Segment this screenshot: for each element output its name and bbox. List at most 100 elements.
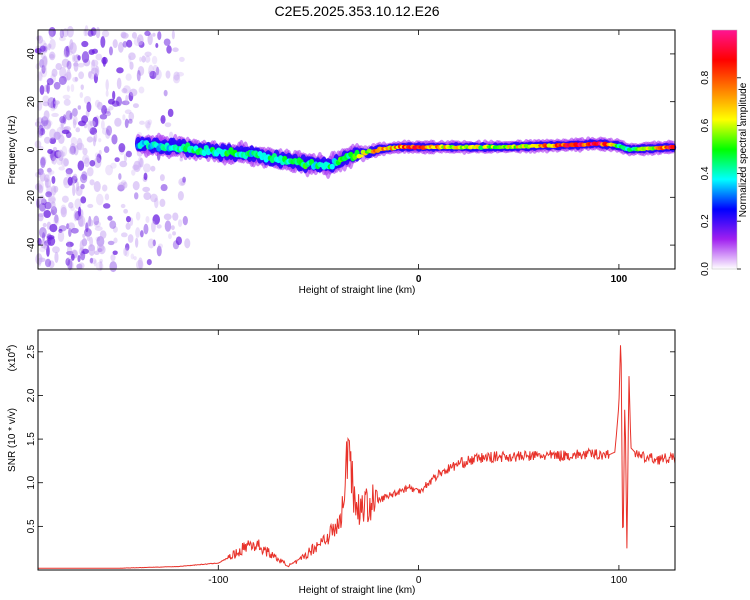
noise-speck: [146, 121, 151, 131]
noise-speck: [182, 215, 188, 226]
noise-speck: [37, 195, 46, 204]
noise-speck: [42, 232, 46, 241]
colorbar-tick-label: 0.0: [700, 262, 711, 276]
noise-speck: [67, 176, 73, 186]
noise-speck: [50, 209, 55, 216]
noise-speck: [80, 173, 88, 184]
noise-speck: [98, 245, 106, 255]
noise-speck: [66, 60, 72, 70]
noise-speck: [36, 35, 42, 41]
noise-speck: [58, 228, 63, 233]
noise-speck: [101, 127, 109, 135]
noise-speck: [63, 158, 70, 167]
noise-speck: [52, 246, 60, 254]
noise-speck: [65, 257, 71, 266]
noise-speck: [171, 30, 175, 40]
noise-speck: [82, 154, 90, 164]
noise-speck: [84, 25, 89, 37]
noise-speck: [114, 157, 120, 163]
noise-speck: [101, 105, 107, 115]
noise-speck: [63, 50, 69, 58]
noise-speck: [111, 134, 118, 145]
noise-speck: [141, 55, 146, 63]
noise-speck: [69, 39, 74, 51]
noise-speck: [99, 260, 103, 271]
noise-speck: [132, 164, 140, 171]
noise-speck: [81, 115, 89, 124]
noise-speck: [49, 38, 56, 50]
noise-speck: [139, 120, 145, 125]
noise-speck: [42, 222, 47, 228]
noise-speck: [94, 65, 100, 77]
noise-speck: [122, 114, 126, 121]
noise-speck: [89, 257, 94, 264]
noise-speck: [72, 107, 78, 117]
y-tick-label: 0: [26, 146, 37, 152]
noise-speck: [82, 233, 86, 239]
noise-speck: [114, 117, 122, 127]
noise-speck: [41, 64, 46, 74]
noise-speck: [89, 179, 95, 186]
ridge-cell: [670, 144, 676, 150]
noise-speck: [147, 119, 153, 125]
noise-speck: [107, 215, 113, 221]
noise-speck: [137, 65, 145, 76]
noise-speck: [164, 220, 172, 232]
noise-speck: [68, 146, 75, 155]
noise-speck: [81, 171, 88, 181]
noise-speck: [129, 88, 138, 97]
noise-speck: [138, 257, 143, 270]
snr-series-line: [37, 345, 676, 569]
noise-speck: [172, 231, 177, 236]
noise-speck: [41, 65, 47, 71]
noise-speck: [69, 112, 73, 120]
noise-speck: [43, 119, 52, 130]
noise-speck: [179, 156, 183, 162]
noise-speck: [100, 36, 106, 48]
noise-speck: [131, 169, 136, 176]
noise-speck: [163, 213, 172, 221]
noise-speck: [87, 71, 92, 79]
noise-speck: [55, 63, 63, 70]
noise-speck: [66, 68, 71, 81]
noise-speck: [43, 242, 48, 251]
noise-speck: [66, 25, 74, 38]
noise-speck: [60, 204, 67, 215]
noise-speck: [80, 183, 85, 190]
noise-speck: [139, 157, 144, 168]
noise-speck: [57, 150, 62, 156]
noise-speck: [108, 105, 114, 111]
noise-speck: [48, 260, 55, 269]
noise-speck: [144, 51, 152, 57]
noise-speck: [125, 215, 131, 223]
noise-speck: [135, 211, 141, 221]
noise-speck: [177, 190, 184, 201]
noise-speck: [48, 26, 56, 38]
noise-speck: [88, 244, 96, 256]
noise-speck: [152, 64, 158, 72]
noise-speck: [73, 60, 79, 72]
noise-speck: [123, 247, 128, 257]
noise-speck: [76, 137, 83, 150]
noise-speck: [105, 90, 109, 97]
ridge-cell: [329, 163, 335, 170]
noise-speck: [81, 51, 90, 63]
noise-speck: [63, 98, 71, 106]
noise-speck: [48, 195, 56, 204]
noise-speck: [107, 240, 115, 246]
noise-speck: [38, 71, 43, 82]
noise-speck: [87, 219, 94, 227]
noise-speck: [144, 55, 151, 63]
snr-y-axis: 0.5 1.0 1.5 2.0 2.5: [26, 344, 675, 533]
noise-speck: [137, 156, 143, 168]
snr-scale-suffix: ): [7, 345, 18, 348]
noise-speck: [54, 251, 59, 264]
noise-speck: [48, 29, 54, 40]
noise-speck: [157, 31, 162, 41]
noise-speck: [39, 246, 46, 253]
noise-speck: [63, 177, 68, 186]
noise-speck: [89, 160, 96, 167]
noise-speck: [65, 169, 72, 178]
noise-speck: [99, 258, 104, 264]
noise-speck: [46, 82, 50, 94]
